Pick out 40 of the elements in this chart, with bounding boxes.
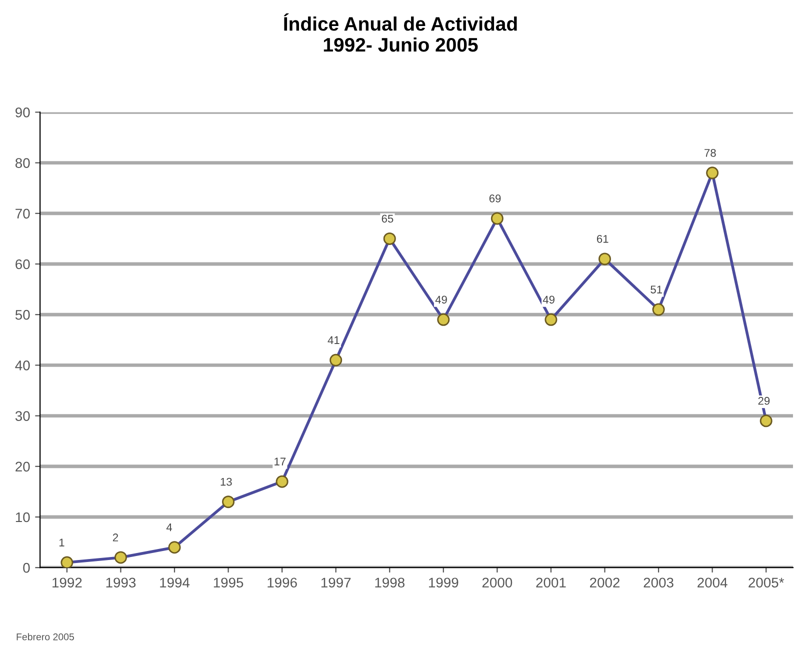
y-tick-label: 10 bbox=[16, 512, 30, 522]
data-label: 51 bbox=[650, 286, 662, 294]
x-tick-label: 1996 bbox=[268, 578, 297, 588]
data-label: 65 bbox=[382, 214, 394, 223]
data-label: 49 bbox=[542, 296, 554, 304]
data-label: 61 bbox=[596, 234, 608, 243]
y-tick-label: 50 bbox=[15, 310, 30, 320]
data-label: 41 bbox=[328, 336, 340, 344]
x-tick-label: 1994 bbox=[160, 578, 190, 588]
data-label: 2 bbox=[112, 534, 118, 542]
x-tick-label: 1995 bbox=[214, 578, 244, 588]
chart-title: Índice Anual de Actividad 1992- Junio 2005 bbox=[284, 13, 517, 52]
data-label: 17 bbox=[274, 458, 286, 466]
data-label: 29 bbox=[758, 396, 770, 405]
data-label: 4 bbox=[166, 524, 172, 532]
x-tick-label: 2001 bbox=[536, 578, 566, 588]
data-label: 49 bbox=[435, 296, 447, 304]
x-tick-label: 2002 bbox=[590, 578, 620, 588]
data-label: 69 bbox=[489, 194, 501, 202]
x-tick-label: 2003 bbox=[644, 578, 674, 588]
y-tick-label: 80 bbox=[15, 158, 30, 168]
x-tick-label: 1997 bbox=[321, 578, 351, 588]
text: Febrero 2005 bbox=[16, 633, 74, 640]
x-tick-label: 1992 bbox=[52, 578, 82, 588]
data-label: 1 bbox=[59, 538, 64, 546]
y-tick-label: 40 bbox=[15, 360, 30, 370]
x-tick-label: 2000 bbox=[482, 578, 512, 588]
x-tick-label: 1993 bbox=[106, 578, 136, 588]
y-tick-label: 70 bbox=[16, 208, 30, 219]
data-label: 13 bbox=[220, 478, 232, 486]
data-label: 78 bbox=[704, 148, 716, 157]
y-tick-label: 60 bbox=[16, 259, 30, 270]
y-tick-label: 0 bbox=[23, 562, 30, 573]
x-tick-label: 1999 bbox=[429, 578, 458, 588]
x-tick-label: 2005* bbox=[748, 578, 784, 588]
x-tick-label: 2004 bbox=[698, 578, 728, 588]
y-tick-label: 30 bbox=[15, 411, 30, 421]
y-tick-label: 90 bbox=[16, 108, 30, 118]
x-tick-label: 1998 bbox=[375, 578, 404, 588]
y-tick-label: 20 bbox=[16, 462, 30, 472]
